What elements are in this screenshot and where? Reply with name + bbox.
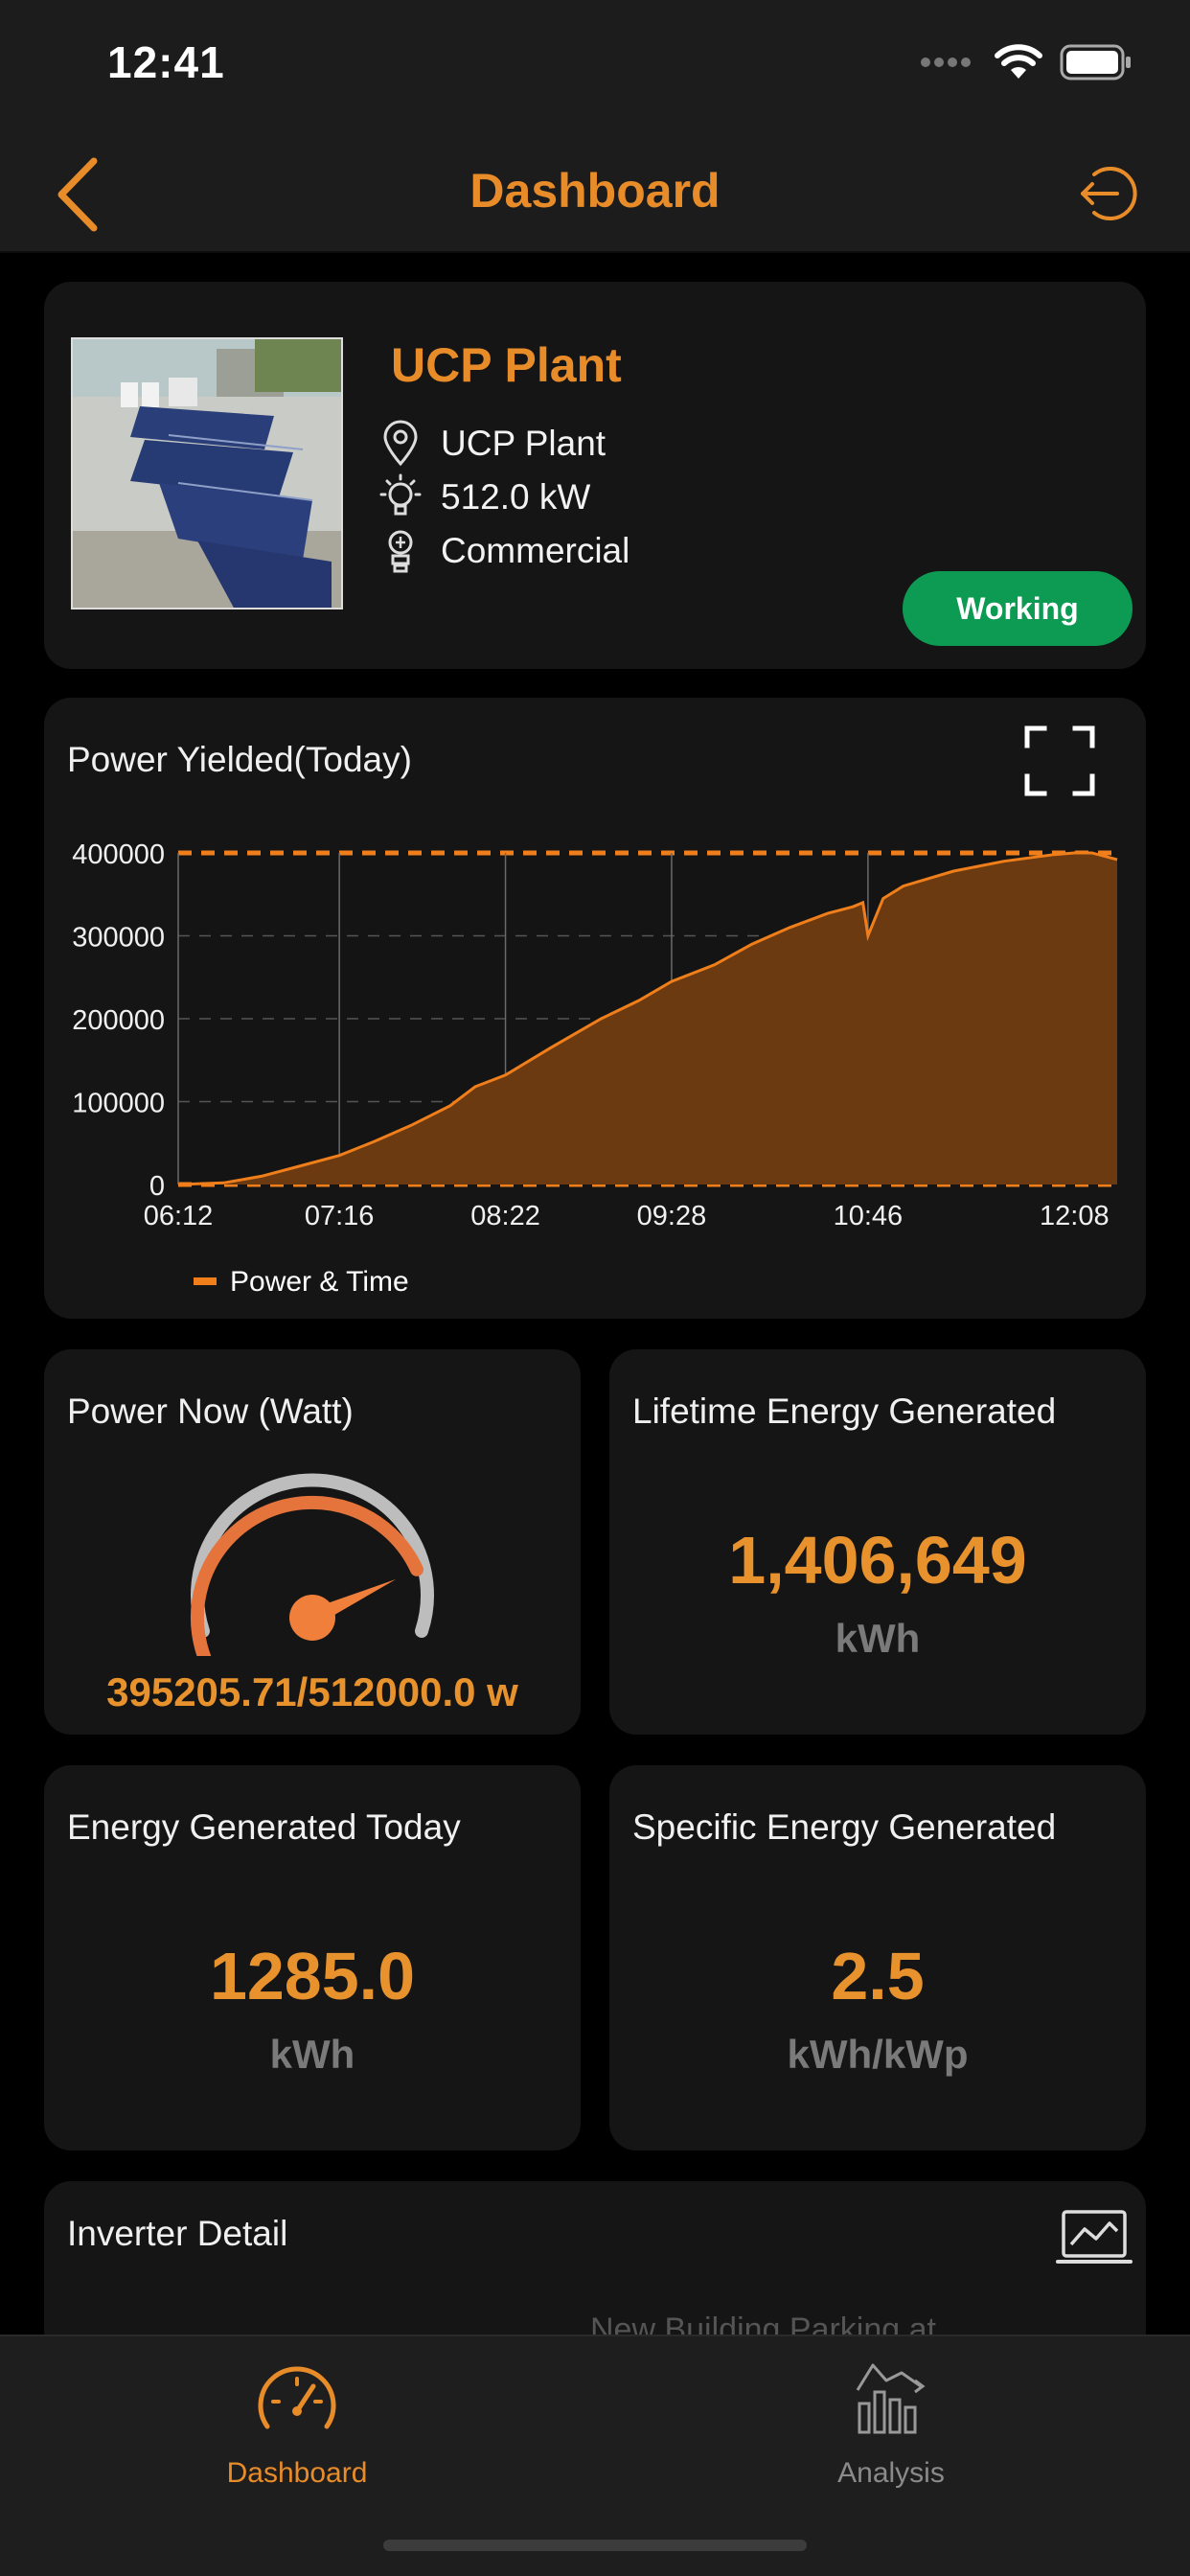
plant-capacity: 512.0 kW	[441, 477, 591, 517]
lifetime-energy-unit: kWh	[835, 1616, 921, 1661]
inverter-chart-button[interactable]	[1056, 2208, 1133, 2269]
y-tick-label: 300000	[72, 923, 165, 954]
plant-type: Commercial	[441, 531, 630, 570]
tab-analysis[interactable]: Analysis	[747, 2352, 1035, 2505]
gauge-fill	[190, 1495, 423, 1656]
plant-image	[71, 337, 343, 610]
specific-energy-unit: kWh/kWp	[787, 2032, 969, 2077]
y-tick-label: 0	[149, 1171, 165, 1202]
plant-type-row: Commercial	[379, 527, 629, 575]
x-tick-label: 08:22	[470, 1201, 540, 1231]
chart-area-series	[178, 853, 1117, 1184]
inverter-detail-title: Inverter Detail	[67, 2214, 288, 2253]
power-now-value: 395205.71/512000.0 w	[106, 1669, 518, 1714]
lifetime-energy-title: Lifetime Energy Generated	[632, 1392, 1057, 1431]
plant-location-row: UCP Plant	[379, 420, 606, 468]
legend-swatch	[194, 1277, 217, 1285]
logout-button[interactable]	[1075, 161, 1140, 226]
chart-monitor-icon	[1056, 2210, 1133, 2264]
plant-capacity-row: 512.0 kW	[379, 473, 590, 521]
battery-icon	[1060, 44, 1131, 80]
specific-energy-value: 2.5	[831, 1939, 925, 2013]
chart-line-series	[177, 851, 1118, 1186]
fullscreen-button[interactable]	[1021, 723, 1098, 799]
y-tick-label: 400000	[72, 840, 165, 870]
plant-location: UCP Plant	[441, 424, 606, 463]
power-chart-title: Power Yielded(Today)	[67, 740, 412, 779]
plant-type-icon	[388, 530, 413, 573]
power-now-card: Power Now (Watt) 395205.71/512000.0 w	[44, 1349, 581, 1735]
chevron-left-icon	[57, 157, 98, 232]
bulb-icon	[379, 473, 422, 516]
today-energy-title: Energy Generated Today	[67, 1807, 461, 1847]
home-indicator	[383, 2540, 807, 2551]
status-bar: 12:41	[0, 0, 1190, 134]
fullscreen-icon	[1024, 725, 1095, 796]
x-tick-label: 07:16	[305, 1201, 375, 1231]
today-energy-unit: kWh	[269, 2032, 355, 2077]
status-badge: Working	[903, 571, 1133, 646]
x-tick-label: 06:12	[144, 1201, 214, 1231]
wifi-icon	[995, 44, 1042, 79]
tab-dashboard[interactable]: Dashboard	[153, 2352, 441, 2505]
plant-card[interactable]: UCP Plant UCP Plant 512.0 kW Commercial …	[44, 282, 1146, 669]
power-chart-card: Power Yielded(Today) 0 100000 200000 300000…	[44, 698, 1146, 1319]
plant-name: UCP Plant	[391, 338, 622, 392]
logout-icon	[1081, 167, 1137, 220]
x-tick-label: 09:28	[637, 1201, 707, 1231]
today-energy-card: Energy Generated Today 1285.0 kWh	[44, 1765, 581, 2150]
power-now-title: Power Now (Watt)	[67, 1392, 354, 1431]
gauge-track	[191, 1473, 434, 1638]
analysis-chart-icon	[856, 2363, 926, 2434]
gauge-hub	[289, 1595, 335, 1641]
location-pin-icon	[383, 420, 418, 467]
signal-icon	[921, 58, 971, 67]
nav-bar: Dashboard	[0, 134, 1190, 253]
y-tick-label: 100000	[72, 1089, 165, 1119]
page-title: Dashboard	[469, 164, 721, 218]
specific-energy-title: Specific Energy Generated	[632, 1807, 1057, 1847]
lifetime-energy-value: 1,406,649	[728, 1523, 1027, 1598]
lifetime-energy-card: Lifetime Energy Generated 1,406,649 kWh	[609, 1349, 1146, 1735]
tab-analysis-label: Analysis	[837, 2457, 945, 2489]
power-gauge	[190, 1473, 434, 1656]
speedometer-icon	[258, 2366, 336, 2429]
status-icons	[920, 44, 1133, 80]
chart-legend-label: Power & Time	[230, 1266, 409, 1298]
status-time: 12:41	[107, 37, 225, 87]
y-tick-label: 200000	[72, 1005, 165, 1036]
power-chart: 0 100000 200000 300000 400000 06:12 07:16 08:2…	[72, 840, 1118, 1298]
specific-energy-card: Specific Energy Generated 2.5 kWh/kWp	[609, 1765, 1146, 2150]
back-button[interactable]	[50, 151, 117, 238]
x-tick-label: 12:08	[1040, 1201, 1110, 1231]
tab-bar: Dashboard Analysis	[0, 2334, 1190, 2576]
tab-dashboard-label: Dashboard	[226, 2457, 368, 2489]
x-tick-label: 10:46	[834, 1201, 904, 1231]
today-energy-value: 1285.0	[209, 1939, 416, 2013]
